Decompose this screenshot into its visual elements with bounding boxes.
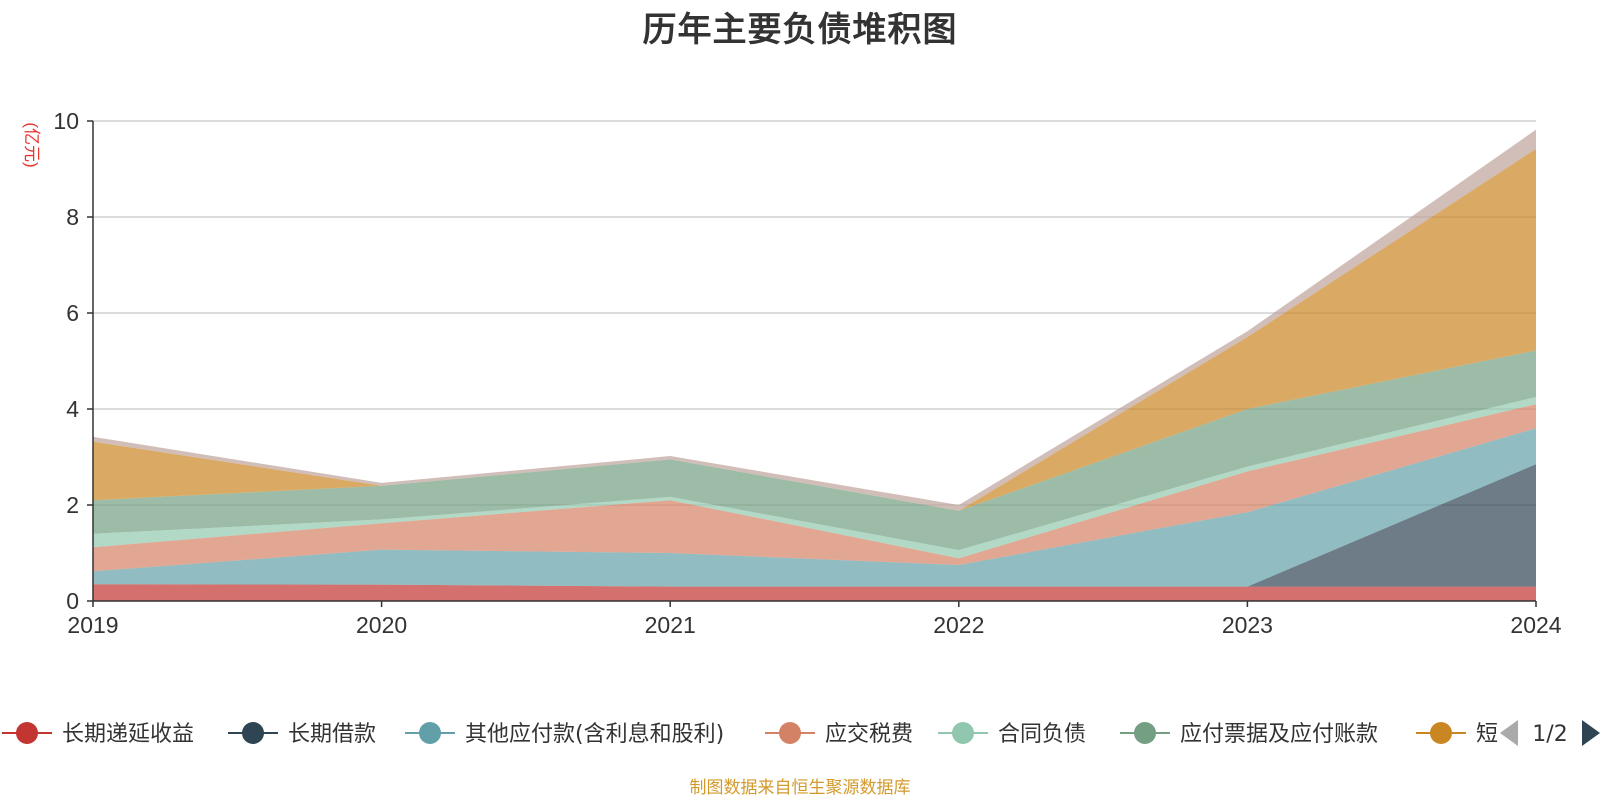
legend-marker bbox=[16, 722, 38, 744]
data-source-footer: 制图数据来自恒生聚源数据库 bbox=[689, 778, 911, 798]
legend-marker bbox=[419, 722, 441, 744]
legend-marker bbox=[1134, 722, 1156, 744]
area-合同负债 bbox=[93, 397, 1536, 559]
legend-item-其他应付款(含利息和股利)[interactable]: 其他应付款(含利息和股利) bbox=[405, 722, 724, 747]
legend-label: 短 bbox=[1476, 722, 1498, 747]
x-tick-label: 2019 bbox=[67, 612, 118, 638]
x-tick-label: 2021 bbox=[645, 612, 696, 638]
x-tick-label: 2024 bbox=[1510, 612, 1561, 638]
legend-marker bbox=[242, 722, 264, 744]
legend-pager: 1/2 bbox=[1500, 720, 1600, 747]
y-tick-label: 4 bbox=[66, 396, 79, 422]
x-tick-label: 2022 bbox=[933, 612, 984, 638]
legend-label: 其他应付款(含利息和股利) bbox=[465, 722, 724, 747]
x-tick-label: 2023 bbox=[1222, 612, 1273, 638]
y-tick-label: 10 bbox=[53, 108, 79, 134]
area-长期借款 bbox=[93, 464, 1536, 587]
y-tick-label: 0 bbox=[66, 588, 79, 614]
legend-item-应付票据及应付账款[interactable]: 应付票据及应付账款 bbox=[1120, 722, 1378, 747]
chart-title: 历年主要负债堆积图 bbox=[642, 10, 958, 50]
area-其他应付款(含利息和股利) bbox=[93, 428, 1536, 587]
x-tick-label: 2020 bbox=[356, 612, 407, 638]
legend-marker bbox=[1430, 722, 1452, 744]
legend-label: 应交税费 bbox=[825, 722, 913, 747]
legend-item-长期借款[interactable]: 长期借款 bbox=[228, 722, 376, 747]
axes bbox=[87, 120, 1537, 607]
x-tick-labels: 2019 2020 2021 2022 2023 2024 bbox=[67, 612, 1561, 638]
legend: 长期递延收益 长期借款 其他应付款(含利息和股利) 应交税费 合同负债 应付票据及应付账款… bbox=[2, 722, 1498, 747]
legend-label: 长期递延收益 bbox=[62, 722, 194, 747]
legend-label: 长期借款 bbox=[288, 722, 376, 747]
legend-prev-arrow-icon[interactable] bbox=[1500, 720, 1518, 746]
y-tick-labels: 0 2 4 6 8 10 bbox=[53, 108, 79, 614]
legend-item-合同负债[interactable]: 合同负债 bbox=[938, 722, 1086, 747]
legend-page-indicator: 1/2 bbox=[1532, 722, 1567, 747]
y-tick-label: 8 bbox=[66, 204, 79, 230]
y-tick-label: 2 bbox=[66, 492, 79, 518]
legend-marker bbox=[952, 722, 974, 744]
area-series bbox=[93, 129, 1536, 601]
legend-item-长期递延收益[interactable]: 长期递延收益 bbox=[2, 722, 194, 747]
legend-item-应交税费[interactable]: 应交税费 bbox=[765, 722, 913, 747]
legend-item-短期借款[interactable]: 短 bbox=[1416, 722, 1498, 747]
legend-label: 合同负债 bbox=[998, 722, 1086, 747]
area-长期递延收益 bbox=[93, 584, 1536, 601]
y-axis-label: (亿元) bbox=[22, 122, 41, 167]
y-tick-label: 6 bbox=[66, 300, 79, 326]
legend-label: 应付票据及应付账款 bbox=[1180, 722, 1378, 747]
area-短期借款 bbox=[93, 148, 1536, 511]
area-应交税费 bbox=[93, 404, 1536, 572]
area-应付票据及应付账款 bbox=[93, 350, 1536, 551]
legend-marker bbox=[779, 722, 801, 744]
legend-next-arrow-icon[interactable] bbox=[1582, 720, 1600, 746]
